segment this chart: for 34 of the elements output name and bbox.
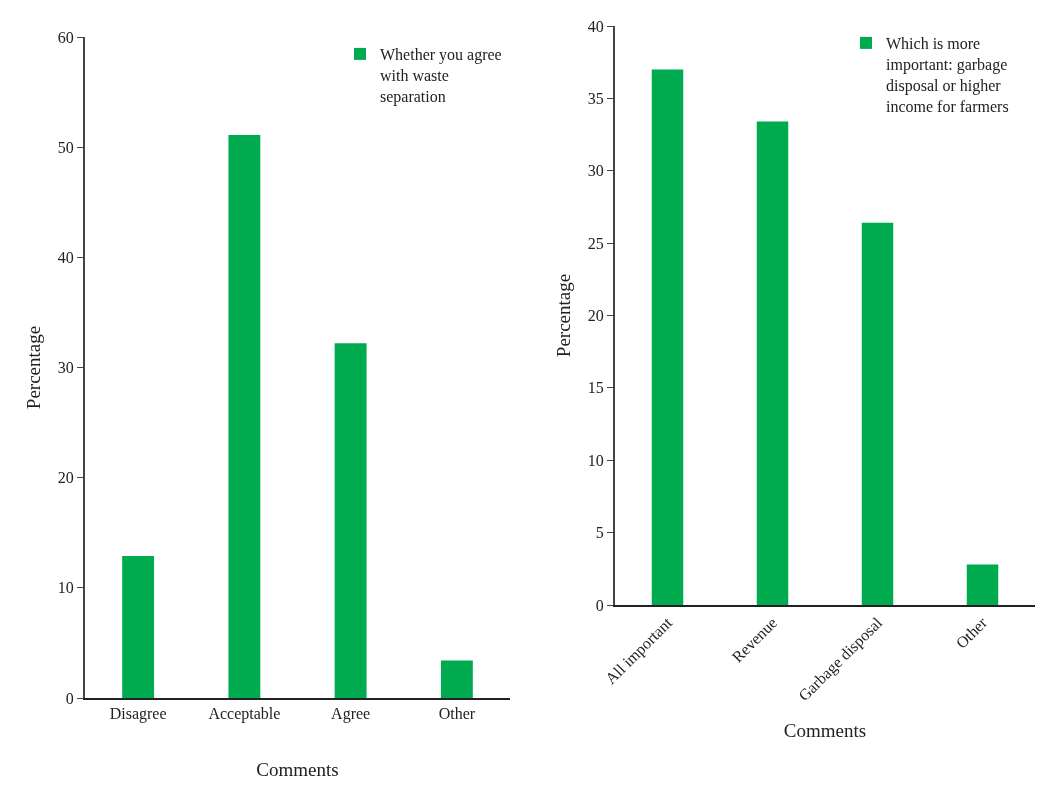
x-tick-label: Disagree	[109, 705, 167, 724]
y-tick-label: 5	[595, 524, 604, 542]
y-tick-label: 40	[57, 248, 74, 266]
bar	[334, 343, 367, 698]
y-tick-label: 50	[57, 138, 74, 156]
bar	[966, 564, 999, 605]
y-tick-label: 0	[65, 689, 74, 707]
legend-label: Which is more important: garbage disposal or higher income for farmers	[886, 35, 1009, 115]
x-tick-label: Other	[438, 705, 476, 723]
y-axis-title: Percentage	[23, 325, 45, 410]
bar	[122, 555, 155, 698]
y-tick-label: 60	[57, 28, 74, 46]
bar	[756, 121, 789, 605]
y-tick-label: 20	[57, 469, 74, 487]
bar	[861, 222, 894, 605]
x-axis-title: Comments	[783, 720, 867, 742]
legend-label: Whether you agree with waste separation	[380, 46, 502, 106]
bar	[440, 660, 473, 698]
y-tick-label: 20	[587, 307, 604, 325]
y-tick-label: 25	[587, 234, 604, 252]
y-tick-label: 15	[587, 379, 604, 397]
y-tick-label: 10	[587, 451, 604, 469]
y-axis-title: Percentage	[553, 273, 575, 358]
y-tick-label: 0	[595, 596, 604, 614]
bar	[651, 69, 684, 605]
y-tick-label: 30	[587, 162, 604, 180]
y-tick-label: 40	[587, 17, 604, 35]
y-tick-label: 35	[587, 89, 604, 107]
y-tick-label: 30	[57, 359, 74, 377]
x-axis-title: Comments	[256, 758, 339, 780]
bar	[228, 135, 261, 698]
y-tick-label: 10	[57, 579, 74, 597]
x-tick-label: Acceptable	[208, 705, 281, 724]
x-tick-label: Agree	[331, 705, 371, 724]
